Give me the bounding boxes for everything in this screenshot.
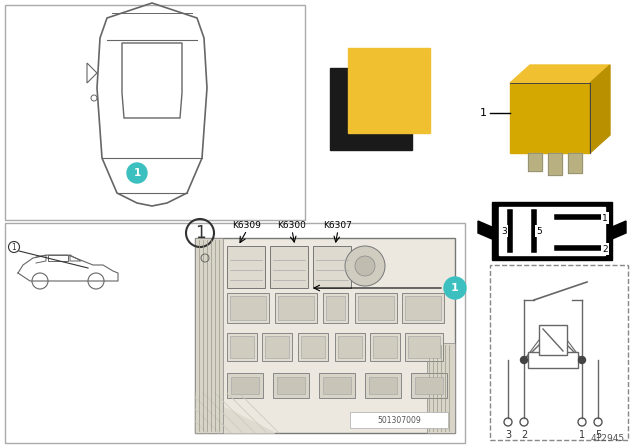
Polygon shape bbox=[612, 221, 626, 239]
Text: 2: 2 bbox=[602, 245, 608, 254]
Text: 1: 1 bbox=[602, 214, 608, 223]
Text: 1: 1 bbox=[195, 224, 205, 242]
Text: 3: 3 bbox=[501, 227, 507, 236]
Bar bbox=[415, 377, 443, 394]
Bar bbox=[402, 293, 444, 323]
Bar bbox=[335, 333, 365, 361]
Circle shape bbox=[355, 256, 375, 276]
Circle shape bbox=[127, 163, 147, 183]
Bar bbox=[370, 333, 400, 361]
Bar bbox=[528, 352, 578, 368]
Bar bbox=[227, 373, 263, 398]
Bar bbox=[373, 336, 397, 358]
Bar bbox=[273, 373, 309, 398]
Bar bbox=[548, 153, 562, 175]
Bar bbox=[411, 373, 447, 398]
Text: 3: 3 bbox=[505, 430, 511, 440]
Bar bbox=[319, 373, 355, 398]
Bar bbox=[195, 238, 223, 433]
Bar bbox=[278, 296, 314, 320]
Text: 2: 2 bbox=[521, 430, 527, 440]
Text: K6309: K6309 bbox=[232, 221, 261, 230]
Bar bbox=[408, 336, 440, 358]
Bar bbox=[365, 373, 401, 398]
Bar bbox=[499, 207, 605, 255]
Bar bbox=[427, 343, 455, 433]
Text: K6307: K6307 bbox=[324, 221, 353, 230]
Bar bbox=[227, 293, 269, 323]
Polygon shape bbox=[590, 65, 610, 153]
Bar bbox=[369, 377, 397, 394]
Bar bbox=[298, 333, 328, 361]
Bar bbox=[270, 246, 308, 288]
Bar bbox=[528, 153, 542, 171]
Bar bbox=[262, 333, 292, 361]
Bar bbox=[405, 296, 441, 320]
Text: 1: 1 bbox=[451, 283, 459, 293]
Circle shape bbox=[345, 246, 385, 286]
Bar bbox=[265, 336, 289, 358]
Bar bbox=[275, 293, 317, 323]
Bar bbox=[568, 153, 582, 173]
Circle shape bbox=[579, 357, 586, 363]
Bar bbox=[355, 293, 397, 323]
Text: 5: 5 bbox=[595, 430, 601, 440]
Bar bbox=[350, 412, 448, 428]
Bar bbox=[405, 333, 443, 361]
Bar bbox=[5, 5, 305, 220]
Bar bbox=[230, 296, 266, 320]
Bar bbox=[231, 377, 259, 394]
Polygon shape bbox=[195, 393, 275, 433]
Bar bbox=[5, 223, 465, 443]
Bar bbox=[313, 246, 351, 288]
Text: 501307009: 501307009 bbox=[377, 415, 421, 425]
Bar bbox=[338, 336, 362, 358]
Text: 1: 1 bbox=[480, 108, 487, 118]
Text: 412945: 412945 bbox=[591, 434, 625, 443]
Bar bbox=[330, 68, 412, 150]
Bar bbox=[348, 48, 430, 133]
Bar bbox=[490, 265, 628, 440]
Text: 1: 1 bbox=[133, 168, 141, 178]
Circle shape bbox=[520, 357, 527, 363]
Bar bbox=[195, 238, 455, 433]
Bar bbox=[227, 333, 257, 361]
Bar bbox=[230, 336, 254, 358]
Bar bbox=[301, 336, 325, 358]
Bar bbox=[323, 293, 348, 323]
Bar bbox=[323, 377, 351, 394]
Text: K6300: K6300 bbox=[278, 221, 307, 230]
Text: 5: 5 bbox=[536, 227, 542, 236]
Text: 1: 1 bbox=[12, 242, 17, 251]
Circle shape bbox=[444, 277, 466, 299]
Bar bbox=[539, 325, 567, 355]
Polygon shape bbox=[510, 65, 610, 83]
Polygon shape bbox=[478, 221, 492, 239]
Bar bbox=[227, 246, 265, 288]
Bar bbox=[326, 296, 345, 320]
Bar bbox=[358, 296, 394, 320]
Bar bbox=[510, 83, 590, 153]
Bar bbox=[277, 377, 305, 394]
Text: 1: 1 bbox=[579, 430, 585, 440]
Bar bbox=[492, 202, 612, 260]
